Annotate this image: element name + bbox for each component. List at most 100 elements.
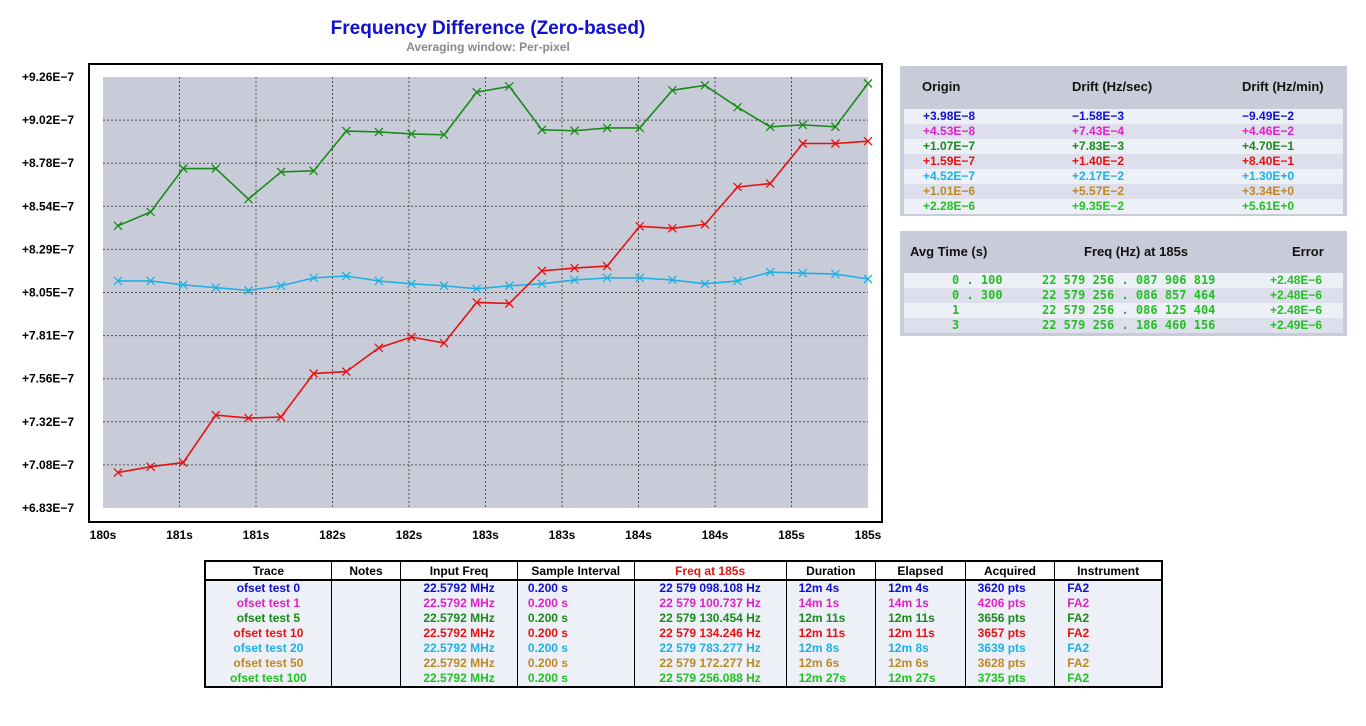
data-point-marker xyxy=(407,129,416,139)
y-tick-label: +7.81E−7 xyxy=(22,329,74,343)
data-point-marker xyxy=(472,284,482,294)
avg-row: 0 . 300 22 579 256 . 086 857 464 +2.48E−6 xyxy=(904,288,1343,303)
data-point-marker xyxy=(504,81,514,91)
drift-origin: +3.98E−8 xyxy=(923,109,976,123)
drift-per-sec: +7.83E−3 xyxy=(1072,139,1125,153)
freq-cell: 22 579 134.246 Hz xyxy=(634,626,787,641)
data-point-marker xyxy=(733,276,743,286)
input-freq-cell: 22.5792 MHz xyxy=(400,626,518,641)
data-point-marker xyxy=(700,80,710,90)
drift-per-min: +1.30E+0 xyxy=(1242,169,1295,183)
drift-per-min: +4.46E−2 xyxy=(1242,124,1295,138)
y-tick-label: +7.08E−7 xyxy=(22,458,74,472)
instrument-cell: FA2 xyxy=(1054,596,1163,611)
table-row[interactable]: ofset test 5 22.5792 MHz 0.200 s 22 579 130… xyxy=(205,611,1163,626)
data-point-marker xyxy=(504,281,514,291)
series-line xyxy=(118,271,869,292)
input-freq-cell: 22.5792 MHz xyxy=(400,596,518,611)
x-tick-label: 182s xyxy=(396,528,423,542)
x-tick-label: 181s xyxy=(243,528,270,542)
freq-value: 22 579 256 . 087 906 819 xyxy=(1042,273,1216,287)
table-row[interactable]: ofset test 100 22.5792 MHz 0.200 s 22 579 2… xyxy=(205,671,1163,687)
data-point-marker xyxy=(439,338,449,348)
data-point-marker xyxy=(276,412,286,422)
trace-name: ofset test 50 xyxy=(205,656,332,671)
acquired-cell: 3735 pts xyxy=(965,671,1056,687)
drift-origin: +4.52E−7 xyxy=(923,169,976,183)
chart-subtitle: Averaging window: Per-pixel xyxy=(406,40,570,54)
data-point-marker xyxy=(798,139,808,148)
trace-name: ofset test 1 xyxy=(205,596,332,611)
input-freq-cell: 22.5792 MHz xyxy=(400,580,518,596)
trace-column-header: Notes xyxy=(331,561,402,581)
data-point-marker xyxy=(635,221,645,231)
y-tick-label: +8.78E−7 xyxy=(22,156,74,170)
error-value: +2.48E−6 xyxy=(1270,288,1323,302)
data-point-marker xyxy=(113,468,123,477)
x-tick-label: 184s xyxy=(625,528,652,542)
duration-cell: 14m 1s xyxy=(786,596,877,611)
drift-row: +1.01E−6 +5.57E−2 +3.34E+0 xyxy=(904,184,1343,199)
table-row[interactable]: ofset test 10 22.5792 MHz 0.200 s 22 579 13… xyxy=(205,626,1163,641)
freq-cell: 22 579 172.277 Hz xyxy=(634,656,787,671)
table-row[interactable]: ofset test 20 22.5792 MHz 0.200 s 22 579 78… xyxy=(205,641,1163,656)
drift-per-sec: −1.58E−3 xyxy=(1072,109,1125,123)
data-point-marker xyxy=(830,269,840,279)
data-point-marker xyxy=(635,273,645,283)
elapsed-cell: 12m 11s xyxy=(875,626,966,641)
data-point-marker xyxy=(570,275,579,285)
error-value: +2.48E−6 xyxy=(1270,273,1323,287)
drift-per-sec: +2.17E−2 xyxy=(1072,169,1125,183)
sample-interval-cell: 0.200 s xyxy=(517,656,635,671)
series-line xyxy=(117,82,869,227)
sample-interval-cell: 0.200 s xyxy=(517,596,635,611)
drift-origin: +4.53E−8 xyxy=(923,124,976,138)
duration-cell: 12m 27s xyxy=(786,671,877,687)
table-row[interactable]: ofset test 50 22.5792 MHz 0.200 s 22 579 17… xyxy=(205,656,1163,671)
data-point-marker xyxy=(765,267,775,277)
trace-table: Trace Notes Input Freq Sample Interval Freq … xyxy=(204,560,1163,688)
acquired-cell: 3657 pts xyxy=(965,626,1056,641)
drift-origin: +1.07E−7 xyxy=(923,139,976,153)
drift-panel: Origin Drift (Hz/sec) Drift (Hz/min) +3.… xyxy=(900,66,1347,216)
trace-column-header: Acquired xyxy=(965,561,1056,581)
data-point-marker xyxy=(537,279,547,289)
data-point-marker xyxy=(276,167,286,177)
drift-sec-header: Drift (Hz/sec) xyxy=(1072,79,1153,94)
data-point-marker xyxy=(635,123,645,133)
frequency-difference-chart: +9.26E−7 +9.02E−7 +8.78E−7 +8.54E−7 +8.29E−7… xyxy=(22,63,883,542)
data-point-marker xyxy=(602,123,612,133)
drift-per-min: +3.34E+0 xyxy=(1242,184,1295,198)
data-point-marker xyxy=(146,462,156,472)
input-freq-cell: 22.5792 MHz xyxy=(400,671,518,687)
table-row[interactable]: ofset test 1 22.5792 MHz 0.200 s 22 579 100… xyxy=(205,596,1163,611)
notes-cell xyxy=(331,626,402,641)
sample-interval-cell: 0.200 s xyxy=(517,611,635,626)
avg-row: 0 . 100 22 579 256 . 087 906 819 +2.48E−6 xyxy=(904,273,1343,288)
drift-origin: +1.59E−7 xyxy=(923,154,976,168)
input-freq-cell: 22.5792 MHz xyxy=(400,641,518,656)
data-point-marker xyxy=(211,283,221,293)
x-tick-label: 181s xyxy=(166,528,193,542)
table-row[interactable]: ofset test 0 22.5792 MHz 0.200 s 22 579 098… xyxy=(205,580,1163,596)
elapsed-cell: 12m 11s xyxy=(875,611,966,626)
data-point-marker xyxy=(537,266,547,276)
data-point-marker xyxy=(667,275,677,285)
data-point-marker xyxy=(863,136,873,146)
elapsed-cell: 14m 1s xyxy=(875,596,966,611)
data-point-marker xyxy=(765,179,775,189)
drift-per-min: +8.40E−1 xyxy=(1242,154,1295,168)
sample-interval-cell: 0.200 s xyxy=(517,671,635,687)
x-tick-label: 185s xyxy=(778,528,805,542)
data-point-marker xyxy=(863,274,873,284)
trace-name: ofset test 5 xyxy=(205,611,332,626)
chart-title: Frequency Difference (Zero-based) xyxy=(330,18,646,39)
freq-cell: 22 579 130.454 Hz xyxy=(634,611,787,626)
duration-cell: 12m 6s xyxy=(786,656,877,671)
data-point-marker xyxy=(830,122,840,132)
freq-value: 22 579 256 . 086 857 464 xyxy=(1042,288,1216,302)
trace-column-header: Input Freq xyxy=(400,561,518,581)
data-point-marker xyxy=(309,166,319,176)
elapsed-cell: 12m 27s xyxy=(875,671,966,687)
notes-cell xyxy=(331,611,402,626)
